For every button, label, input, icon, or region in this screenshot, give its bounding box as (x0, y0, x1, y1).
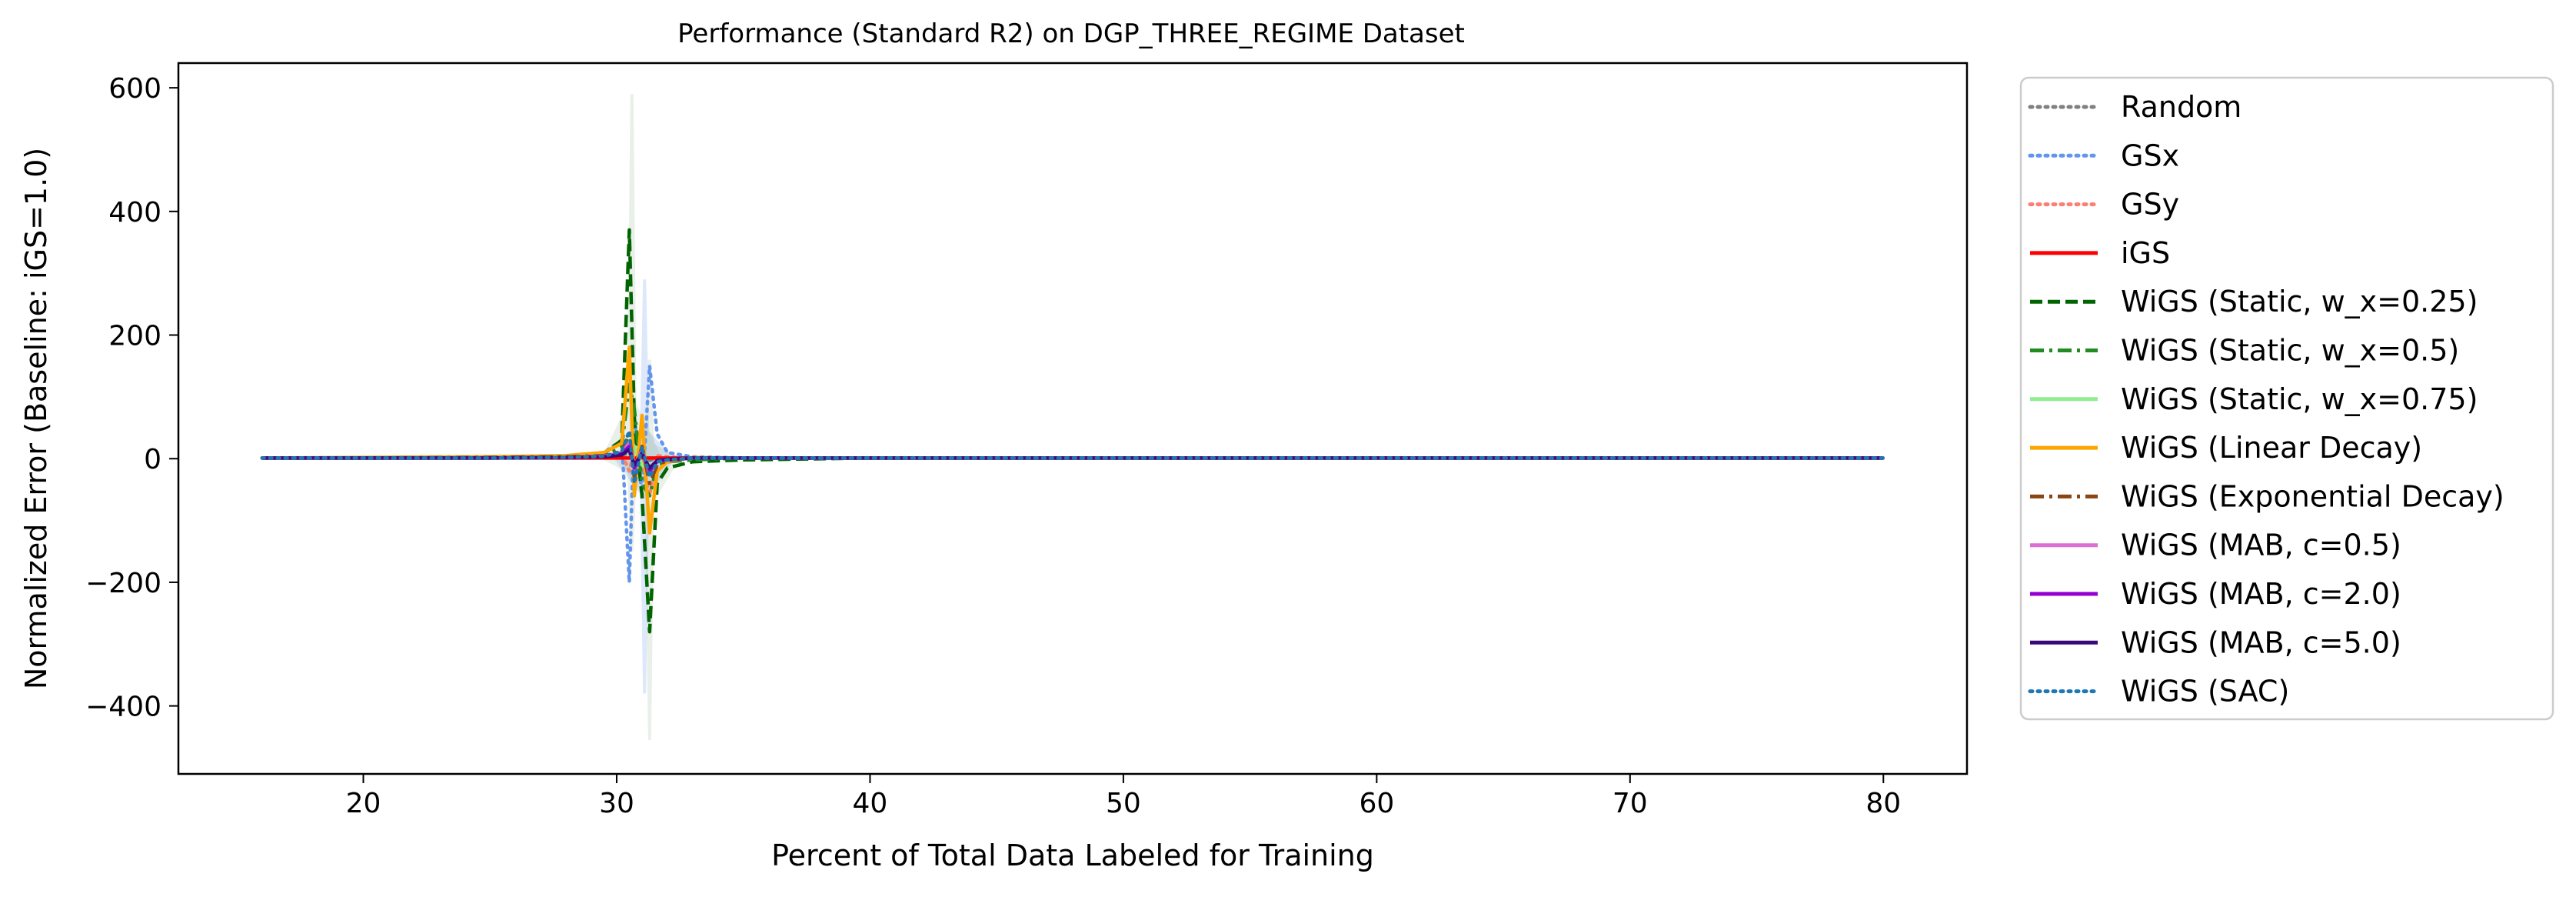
x-tick-label: 30 (599, 788, 634, 819)
x-tick-label: 70 (1612, 788, 1648, 819)
y-tick-label: 200 (108, 321, 161, 352)
x-tick-label: 20 (346, 788, 381, 819)
y-tick-label: −400 (85, 692, 161, 723)
legend-label: WiGS (MAB, c=2.0) (2121, 577, 2401, 611)
x-tick-label: 60 (1359, 788, 1394, 819)
legend-label: WiGS (SAC) (2121, 675, 2289, 709)
series-line (261, 345, 1884, 535)
legend-frame (2019, 76, 2554, 721)
confidence-band (601, 94, 663, 552)
x-tick-label: 80 (1865, 788, 1901, 819)
x-axis: 20 30 40 50 60 70 80 (346, 774, 1901, 819)
legend-label: WiGS (Exponential Decay) (2121, 479, 2504, 513)
legend-label: WiGS (Static, w_x=0.75) (2121, 382, 2478, 416)
legend-label: GSx (2121, 138, 2179, 172)
y-tick-label: 400 (108, 197, 161, 228)
legend-label: WiGS (Static, w_x=0.5) (2121, 334, 2459, 368)
y-axis-label: Normalized Error (Baseline: iGS=1.0) (19, 148, 53, 689)
legend-label: GSy (2121, 188, 2179, 222)
series-line (260, 364, 1885, 585)
plot-area-frame (177, 62, 1969, 775)
series-lines (260, 228, 1885, 634)
legend-label: WiGS (Static, w_x=0.25) (2121, 285, 2478, 318)
y-tick-label: −200 (85, 568, 161, 599)
y-tick-label: 0 (144, 444, 161, 475)
legend-label: iGS (2121, 236, 2170, 270)
x-tick-label: 50 (1106, 788, 1141, 819)
y-axis: −400 −200 0 200 400 600 (85, 73, 178, 723)
series-line (260, 428, 1885, 485)
legend-label: WiGS (MAB, c=5.0) (2121, 625, 2401, 659)
chart-title: Performance (Standard R2) on DGP_THREE_R… (677, 18, 1465, 49)
legend-label: WiGS (MAB, c=0.5) (2121, 529, 2401, 562)
legend-label: WiGS (Linear Decay) (2121, 431, 2422, 465)
series-line (261, 382, 1884, 498)
x-axis-label: Percent of Total Data Labeled for Traini… (771, 839, 1374, 872)
y-tick-label: 600 (108, 73, 161, 105)
legend-label: Random (2121, 90, 2242, 124)
series-line (260, 450, 1885, 465)
legend: Random GSx GSy iGS WiGS (Static, w_x=0.25) Wi… (2019, 76, 2554, 721)
x-tick-label: 40 (853, 788, 888, 819)
series-line (261, 228, 1884, 634)
